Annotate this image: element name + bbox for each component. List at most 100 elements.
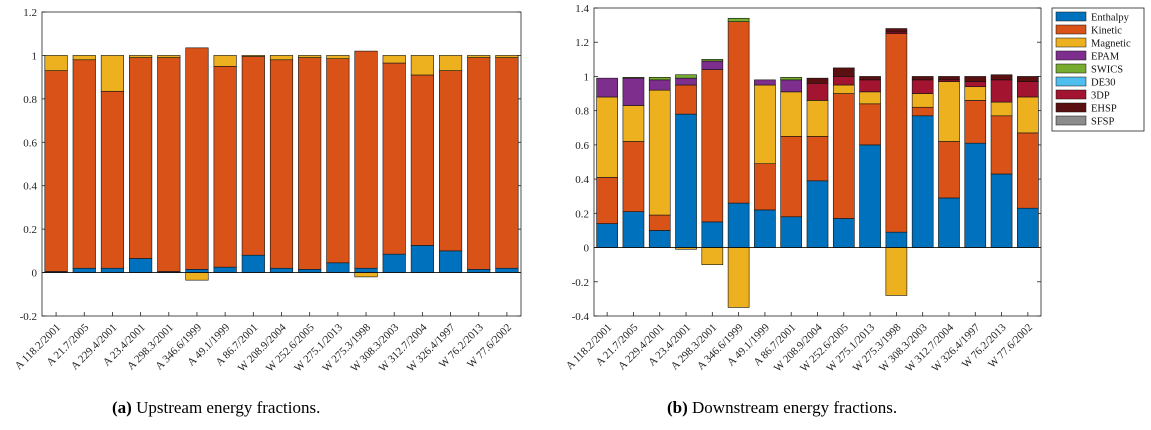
downstream-bar-magnetic-8 bbox=[806, 100, 829, 137]
upstream-bar-kinetic-1 bbox=[72, 59, 96, 269]
caption-a: (a) Upstream energy fractions. bbox=[112, 398, 320, 418]
upstream-ytick-label: 0.2 bbox=[23, 224, 37, 236]
downstream-bar-kinetic-4 bbox=[701, 69, 724, 223]
downstream-ytick-label: 1 bbox=[584, 71, 590, 83]
legend-label-epam: EPAM bbox=[1091, 52, 1120, 63]
downstream-bar-kinetic-10 bbox=[859, 103, 881, 146]
upstream-ytick-label: -0.2 bbox=[20, 311, 37, 323]
caption-b-tag: (b) bbox=[667, 398, 688, 417]
downstream-bar-enthalpy-2 bbox=[648, 230, 671, 248]
upstream-ytick-label: 1 bbox=[32, 50, 38, 62]
legend: Enthalpy Kinetic Magnetic EPAM SWICS DE30 3DP E… bbox=[1051, 7, 1145, 132]
downstream-bar-3dp-8 bbox=[806, 82, 829, 101]
legend-label-3dp: 3DP bbox=[1091, 91, 1110, 102]
downstream-bar-swics-7 bbox=[780, 77, 803, 81]
upstream-bar-enthalpy-14 bbox=[438, 250, 463, 273]
upstream-bar-magnetic-10 bbox=[326, 55, 350, 59]
upstream-bar-magnetic-14 bbox=[438, 55, 463, 71]
downstream-bar-magnetic-10 bbox=[859, 91, 881, 105]
downstream-ytick-label: -0.4 bbox=[572, 311, 590, 323]
legend-swatch-de30 bbox=[1055, 76, 1087, 87]
upstream-bar-kinetic-16 bbox=[495, 57, 519, 269]
upstream-bar-enthalpy-1 bbox=[72, 267, 96, 273]
downstream-bar-swics-2 bbox=[648, 77, 671, 81]
downstream-bar-epam-2 bbox=[648, 79, 671, 91]
upstream-bar-enthalpy-9 bbox=[298, 269, 322, 273]
legend-label-swics: SWICS bbox=[1091, 65, 1123, 76]
downstream-bar-swics-5 bbox=[727, 17, 750, 22]
downstream-bar-kinetic-0 bbox=[596, 177, 618, 224]
downstream-bar-ehsp-12 bbox=[911, 76, 934, 81]
upstream-bar-enthalpy-5 bbox=[185, 269, 209, 273]
upstream-bar-enthalpy-3 bbox=[129, 258, 153, 273]
upstream-bar-magnetic-12 bbox=[382, 55, 406, 64]
upstream-bar-enthalpy-13 bbox=[410, 245, 434, 273]
downstream-bar-ehsp-8 bbox=[806, 77, 829, 84]
upstream-bar-kinetic-10 bbox=[326, 58, 350, 264]
downstream-bar-enthalpy-16 bbox=[1017, 207, 1039, 248]
downstream-bar-epam-1 bbox=[622, 77, 645, 106]
upstream-bar-enthalpy-2 bbox=[100, 267, 125, 273]
downstream-ytick-label: -0.2 bbox=[572, 277, 589, 289]
caption-b-text: Downstream energy fractions. bbox=[692, 398, 898, 417]
legend-swatch-ehsp bbox=[1055, 102, 1087, 113]
upstream-bar-magnetic-15 bbox=[467, 55, 491, 58]
downstream-bar-kinetic-7 bbox=[780, 136, 803, 218]
upstream-bar-enthalpy-8 bbox=[269, 267, 294, 273]
upstream-ytick-label: 0.6 bbox=[23, 137, 37, 149]
legend-swatch-magnetic bbox=[1055, 37, 1087, 48]
downstream-bar-kinetic-5 bbox=[727, 21, 750, 204]
downstream-bar-swics-3 bbox=[675, 74, 697, 79]
downstream-bar-ehsp-13 bbox=[938, 76, 960, 81]
downstream-chart: -0.4-0.200.20.40.60.811.21.4A 118.2/2001… bbox=[564, 3, 1145, 374]
downstream-bar-3dp-10 bbox=[859, 79, 881, 93]
upstream-bar-kinetic-8 bbox=[269, 59, 294, 269]
downstream-bar-magnetic-2 bbox=[648, 89, 671, 216]
upstream-bar-enthalpy-15 bbox=[467, 269, 491, 273]
downstream-bar-ehsp-11 bbox=[885, 28, 908, 33]
downstream-ytick-label: 0.4 bbox=[575, 174, 589, 186]
upstream-bar-kinetic-6 bbox=[213, 65, 237, 268]
downstream-bar-magnetic-12 bbox=[911, 93, 934, 108]
downstream-ytick-label: 0.6 bbox=[575, 140, 589, 152]
downstream-bar-enthalpy-11 bbox=[885, 231, 908, 248]
upstream-bar-enthalpy-10 bbox=[326, 262, 350, 273]
upstream-bar-kinetic-13 bbox=[410, 74, 434, 246]
upstream-bar-enthalpy-12 bbox=[382, 253, 406, 273]
upstream-bar-magnetic-0 bbox=[44, 55, 68, 71]
upstream-bar-enthalpy-16 bbox=[495, 267, 519, 273]
downstream-bar-kinetic-16 bbox=[1017, 132, 1039, 209]
downstream-bar-kinetic-8 bbox=[806, 136, 829, 182]
downstream-ytick-label: 0 bbox=[584, 243, 590, 255]
downstream-bar-kinetic-14 bbox=[964, 100, 987, 144]
downstream-bar-magnetic-11 bbox=[885, 247, 908, 296]
downstream-bar-enthalpy-15 bbox=[990, 173, 1013, 248]
downstream-bar-ehsp-15 bbox=[990, 74, 1013, 81]
downstream-bar-epam-4 bbox=[701, 60, 724, 70]
downstream-bar-magnetic-15 bbox=[990, 101, 1013, 117]
upstream-bar-magnetic-16 bbox=[495, 55, 519, 58]
downstream-bar-epam-7 bbox=[780, 79, 803, 93]
downstream-bar-3dp-15 bbox=[990, 79, 1013, 103]
upstream-bar-magnetic-9 bbox=[298, 55, 322, 58]
downstream-bar-enthalpy-1 bbox=[622, 211, 645, 248]
upstream-bar-magnetic-11 bbox=[354, 272, 378, 278]
upstream-bar-kinetic-4 bbox=[157, 57, 181, 272]
legend-swatch-kinetic bbox=[1055, 24, 1087, 35]
downstream-bar-magnetic-7 bbox=[780, 91, 803, 137]
downstream-bar-kinetic-13 bbox=[938, 141, 960, 199]
downstream-bar-ehsp-16 bbox=[1017, 76, 1039, 82]
downstream-bar-ehsp-9 bbox=[832, 67, 855, 77]
legend-swatch-sfsp bbox=[1055, 115, 1087, 126]
upstream-bar-kinetic-12 bbox=[382, 62, 406, 255]
downstream-bar-kinetic-2 bbox=[648, 214, 671, 231]
downstream-bar-enthalpy-7 bbox=[780, 216, 803, 248]
downstream-bar-kinetic-3 bbox=[675, 84, 697, 115]
downstream-bar-3dp-12 bbox=[911, 79, 934, 94]
upstream-bar-magnetic-4 bbox=[157, 55, 181, 58]
upstream-bar-enthalpy-7 bbox=[241, 254, 265, 273]
downstream-bar-ehsp-10 bbox=[859, 76, 881, 81]
downstream-bar-enthalpy-4 bbox=[701, 221, 724, 248]
caption-b: (b) Downstream energy fractions. bbox=[667, 398, 897, 418]
caption-a-text: Upstream energy fractions. bbox=[136, 398, 321, 417]
